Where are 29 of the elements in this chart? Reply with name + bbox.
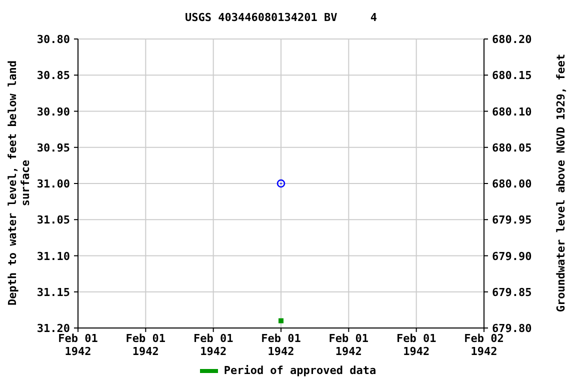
y-tick-label: 31.10 — [36, 250, 70, 263]
y2-tick-label: 679.85 — [492, 286, 532, 299]
x-tick-label: Feb 01 1942 — [261, 332, 302, 358]
y2-axis-title: Groundwater level above NGVD 1929, feet — [554, 54, 568, 312]
y2-tick-label: 679.95 — [492, 214, 532, 227]
y-tick-label: 30.80 — [36, 33, 70, 46]
y-tick-label: 31.05 — [36, 214, 70, 227]
y2-tick-label: 679.90 — [492, 250, 532, 263]
y-tick-label: 31.15 — [36, 286, 70, 299]
y-tick-label: 30.90 — [36, 105, 70, 118]
y-tick-label: 30.85 — [36, 69, 70, 82]
y-tick-label: 30.95 — [36, 141, 70, 154]
y-tick-label: 31.20 — [36, 322, 70, 335]
y2-tick-label: 680.20 — [492, 33, 532, 46]
x-tick-label: Feb 01 1942 — [328, 332, 369, 358]
x-tick-label: Feb 01 1942 — [126, 332, 166, 358]
y-axis-title: Depth to water level, feet below land surface — [6, 60, 32, 306]
x-tick-label: Feb 01 1942 — [58, 332, 98, 358]
x-tick-label: Feb 01 1942 — [396, 332, 437, 358]
y2-tick-label: 680.00 — [492, 178, 532, 190]
x-tick-label: Feb 02 1942 — [464, 332, 504, 358]
y-tick-label: 31.00 — [36, 178, 70, 190]
y2-tick-label: 680.15 — [492, 69, 532, 82]
chart-title: USGS 403446080134201 BV 4 — [184, 11, 378, 24]
y2-tick-label: 680.05 — [492, 141, 532, 154]
y2-tick-label: 680.10 — [492, 105, 532, 118]
x-tick-label: Feb 01 1942 — [193, 332, 234, 358]
y2-tick-label: 679.80 — [492, 322, 532, 335]
legend-label: Period of approved data — [224, 364, 376, 377]
